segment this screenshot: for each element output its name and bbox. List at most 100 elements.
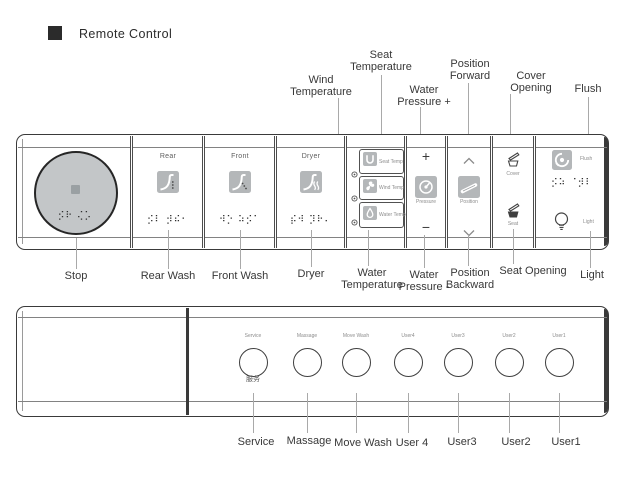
seat-temp-button: Seat Temp	[359, 149, 404, 174]
seat-opening-icon	[503, 201, 523, 225]
lower-panel-divider	[186, 308, 189, 415]
main-panel-bottom-rule	[18, 237, 607, 238]
leader-user3	[458, 393, 459, 433]
leader-stop	[76, 238, 77, 269]
callout-stop: Stop	[64, 270, 88, 282]
flush-icon	[552, 150, 572, 175]
position-backward-chevron-icon	[462, 224, 476, 242]
wind-temp-label: Wind Temp	[379, 185, 404, 191]
pressure-plus-button: +	[421, 148, 431, 164]
divider-temp-pressure	[404, 136, 407, 248]
callout-cover-opening: Cover Opening	[510, 70, 552, 94]
position-forward-chevron-icon	[462, 152, 476, 170]
callout-user4: User 4	[395, 437, 429, 449]
flush-label: Flush	[580, 156, 593, 162]
callout-front-wash: Front Wash	[211, 270, 269, 282]
callout-user1: User1	[551, 436, 581, 448]
water-temp-button: Water Temp	[359, 202, 406, 228]
leader-water-pressure-minus	[424, 235, 425, 268]
dryer-icon	[300, 171, 322, 198]
move-wash-button-label: Move Wash	[342, 333, 370, 339]
rear-label: Rear	[159, 153, 177, 160]
cover-opening-icon	[503, 150, 523, 174]
callout-massage: Massage	[286, 435, 332, 447]
wind-temp-button: Wind Temp	[359, 176, 404, 200]
leader-move-wash	[356, 393, 357, 433]
divider-pressure-position	[445, 136, 448, 248]
title-bullet-square	[48, 26, 62, 40]
callout-light: Light	[580, 269, 604, 281]
lower-panel-right-edge	[604, 309, 608, 413]
front-braille: ⠺⡑ ⠵⡪⠁	[219, 215, 261, 225]
led-indicator-wind-temp	[351, 189, 358, 207]
divider-stop-rear	[130, 136, 133, 248]
stop-center-square	[71, 185, 80, 194]
callout-water-pressure-minus: Water Pressure -	[398, 269, 450, 293]
service-button	[239, 348, 268, 377]
main-panel-right-edge	[604, 137, 608, 246]
dryer-label: Dryer	[301, 153, 321, 160]
callout-user3: User3	[447, 436, 477, 448]
leader-seat-temperature	[381, 75, 382, 147]
rear-wash-icon	[157, 171, 179, 198]
callout-position-forward: Position Forward	[449, 58, 491, 82]
user1-button	[545, 348, 574, 377]
callout-dryer: Dryer	[297, 268, 325, 280]
callout-flush: Flush	[574, 83, 602, 95]
callout-seat-temperature: Seat Temperature	[350, 49, 412, 73]
divider-rear-front	[202, 136, 205, 248]
leader-water-temperature	[368, 230, 369, 266]
position-label: Position	[460, 199, 478, 205]
user2-button	[495, 348, 524, 377]
leader-water-pressure-plus	[420, 107, 421, 149]
seat-label: Seat	[507, 221, 519, 227]
leader-front-wash	[240, 230, 241, 269]
leader-cover-opening	[510, 94, 511, 150]
callout-user2: User2	[501, 436, 531, 448]
front-label: Front	[231, 153, 249, 160]
position-icon	[458, 176, 480, 203]
leader-position-backward	[468, 235, 469, 266]
pressure-gauge-icon	[415, 176, 437, 203]
main-panel-top-rule	[18, 147, 607, 148]
callout-position-backward: Position Backward	[445, 267, 495, 291]
main-panel-left-edge	[22, 139, 23, 244]
lower-panel-top-rule	[18, 317, 607, 318]
light-label: Light	[583, 219, 594, 225]
pressure-label: Pressure	[415, 199, 437, 205]
massage-button	[293, 348, 322, 377]
cover-label: Cover	[506, 171, 520, 177]
pressure-minus-button: −	[421, 219, 431, 235]
front-wash-icon	[229, 171, 251, 198]
led-indicator-seat-temp	[351, 165, 358, 183]
callout-seat-opening: Seat Opening	[499, 265, 567, 277]
water-temp-icon	[363, 205, 377, 225]
leader-user4	[408, 393, 409, 433]
rear-braille: ⡪⠇ ⡺⠮⠂	[147, 215, 189, 225]
callout-wind-temperature: Wind Temperature	[290, 74, 352, 98]
wind-temp-icon	[363, 178, 377, 198]
leader-massage	[307, 393, 308, 433]
callout-rear-wash: Rear Wash	[140, 270, 196, 282]
service-button-cjk-label: 服务	[246, 376, 260, 383]
callout-water-temperature: Water Temperature	[341, 267, 403, 291]
callout-move-wash: Move Wash	[334, 437, 392, 449]
callout-service: Service	[237, 436, 275, 448]
move-wash-button	[342, 348, 371, 377]
user4-button-label: User4	[401, 333, 415, 339]
leader-flush	[588, 97, 589, 150]
page-title: Remote Control	[79, 27, 173, 41]
user3-button	[444, 348, 473, 377]
divider-position-cover	[490, 136, 493, 248]
service-button-label: Service	[244, 333, 262, 339]
leader-seat-opening	[513, 229, 514, 264]
divider-front-dryer	[274, 136, 277, 248]
user2-button-label: User2	[502, 333, 516, 339]
user1-button-label: User1	[552, 333, 566, 339]
user3-button-label: User3	[451, 333, 465, 339]
lower-panel-bottom-rule	[18, 401, 607, 402]
divider-dryer-temp	[344, 136, 347, 248]
leader-user1	[559, 393, 560, 433]
massage-button-label: Massage	[296, 333, 318, 339]
